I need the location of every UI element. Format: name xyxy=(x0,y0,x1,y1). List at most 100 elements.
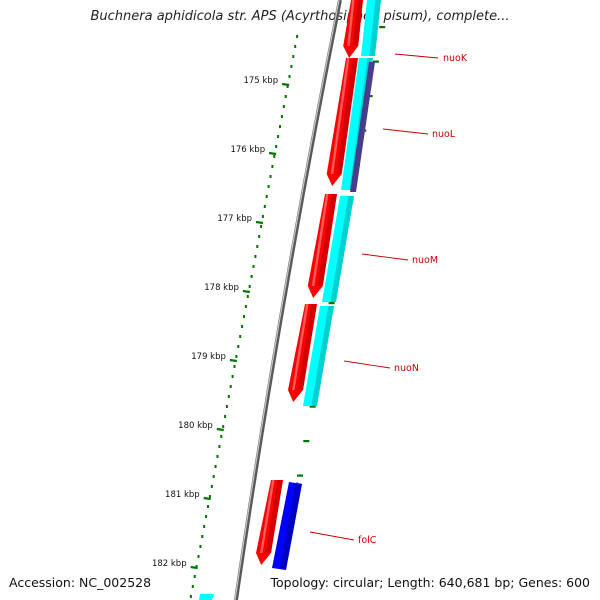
gene-leader-line xyxy=(394,53,439,59)
minor-tick xyxy=(235,355,238,358)
backbone-line xyxy=(234,0,342,600)
minor-tick xyxy=(265,195,268,198)
gene-label-nuoN[interactable]: nuoN xyxy=(394,363,419,374)
major-tick xyxy=(216,427,224,432)
cds-reverse-body xyxy=(322,196,354,302)
minor-tick xyxy=(199,545,202,548)
cds-reverse-shade xyxy=(311,306,334,406)
cds-forward-highlight xyxy=(347,0,355,46)
inner-tick xyxy=(372,60,379,63)
minor-tick xyxy=(246,295,249,298)
minor-tick xyxy=(252,265,255,268)
tick-label: 181 kbp xyxy=(165,490,200,500)
major-tick xyxy=(229,358,238,363)
minor-tick xyxy=(218,445,221,448)
minor-tick xyxy=(237,345,240,348)
gene-label-nuoK[interactable]: nuoK xyxy=(443,53,468,64)
gene-label-nuoM[interactable]: nuoM xyxy=(412,255,438,266)
major-tick xyxy=(268,151,277,156)
minor-tick xyxy=(210,485,213,488)
backbone-highlight xyxy=(234,0,340,600)
cds-reverse-bottom[interactable] xyxy=(199,594,214,600)
minor-tick xyxy=(214,465,217,468)
gene-leader-line xyxy=(382,128,429,135)
minor-tick xyxy=(208,495,211,498)
cds-forward-highlight xyxy=(330,58,350,174)
minor-tick xyxy=(244,305,247,308)
cds-blue-shade xyxy=(280,482,302,570)
minor-tick xyxy=(220,435,223,438)
minor-tick xyxy=(191,585,194,588)
inner-tick xyxy=(297,474,303,477)
major-tick xyxy=(190,565,198,570)
cds-reverse-2[interactable] xyxy=(322,196,354,302)
gene-leader-line xyxy=(361,253,409,261)
minor-tick xyxy=(273,155,276,158)
minor-tick xyxy=(284,95,287,98)
minor-tick xyxy=(277,135,280,138)
minor-tick xyxy=(197,555,200,558)
minor-tick xyxy=(261,215,264,218)
minor-tick xyxy=(260,225,263,228)
minor-tick xyxy=(227,395,230,398)
minor-tick xyxy=(250,275,253,278)
cds-reverse-body xyxy=(361,0,381,56)
gene-label-folC[interactable]: folC xyxy=(358,535,377,546)
major-tick xyxy=(203,496,211,501)
inner-tick xyxy=(379,26,386,29)
minor-tick xyxy=(225,405,228,408)
cds-reverse-top[interactable] xyxy=(361,0,381,56)
gene-label-nuoL[interactable]: nuoL xyxy=(432,129,456,140)
cds-forward-highlight xyxy=(311,194,329,286)
major-tick xyxy=(281,82,290,87)
minor-tick xyxy=(258,235,261,238)
minor-tick xyxy=(275,145,278,148)
cds-nuoN[interactable] xyxy=(288,304,317,402)
accession-text: Accession: NC_002528 xyxy=(9,575,152,590)
minor-tick xyxy=(243,315,245,318)
minor-tick xyxy=(286,85,289,88)
minor-tick xyxy=(229,385,232,388)
minor-tick xyxy=(294,45,297,48)
cds-nuoK[interactable] xyxy=(350,62,375,192)
minor-tick xyxy=(216,455,219,458)
cds-forward-shade xyxy=(336,58,358,174)
gene-labels: nuoK nuoL nuoM nuoN folC xyxy=(309,53,468,546)
cds-forward-shade xyxy=(265,480,283,553)
cds-nuoM[interactable] xyxy=(307,194,337,298)
minor-tick xyxy=(222,425,225,428)
minor-tick xyxy=(195,565,198,568)
minor-tick xyxy=(212,475,215,478)
backbone xyxy=(234,0,342,600)
minor-tick xyxy=(288,75,291,78)
inner-tick xyxy=(309,405,316,408)
feature-ring[interactable] xyxy=(199,0,381,600)
minor-tick xyxy=(267,185,270,188)
minor-tick xyxy=(269,175,272,178)
gene-leader-line xyxy=(309,531,355,541)
minor-tick xyxy=(271,165,274,168)
minor-tick xyxy=(239,335,242,338)
tick-label: 180 kbp xyxy=(178,421,213,431)
cds-folC[interactable] xyxy=(256,480,283,565)
tick-label: 179 kbp xyxy=(191,352,226,362)
minor-tick xyxy=(292,55,295,58)
map-title: Buchnera aphidicola str. APS (Acyrthosip… xyxy=(90,9,510,24)
cds-forward-shade xyxy=(317,194,337,286)
tick-label: 177 kbp xyxy=(217,214,252,224)
tick-label: 175 kbp xyxy=(243,76,278,86)
cds-reverse-body xyxy=(303,306,334,406)
cds-reverse-3[interactable] xyxy=(303,306,334,406)
inner-tick xyxy=(303,440,310,443)
cds-forward-highlight xyxy=(292,304,309,390)
cds-nuoJ[interactable] xyxy=(343,0,363,58)
cds-forward-highlight xyxy=(260,480,275,553)
cds-nuoL[interactable] xyxy=(326,58,358,186)
inner-tick xyxy=(328,302,335,305)
minor-tick xyxy=(263,205,266,208)
minor-tick xyxy=(279,125,281,128)
minor-tick xyxy=(205,515,208,518)
minor-tick xyxy=(231,375,234,378)
minor-tick xyxy=(280,115,283,118)
